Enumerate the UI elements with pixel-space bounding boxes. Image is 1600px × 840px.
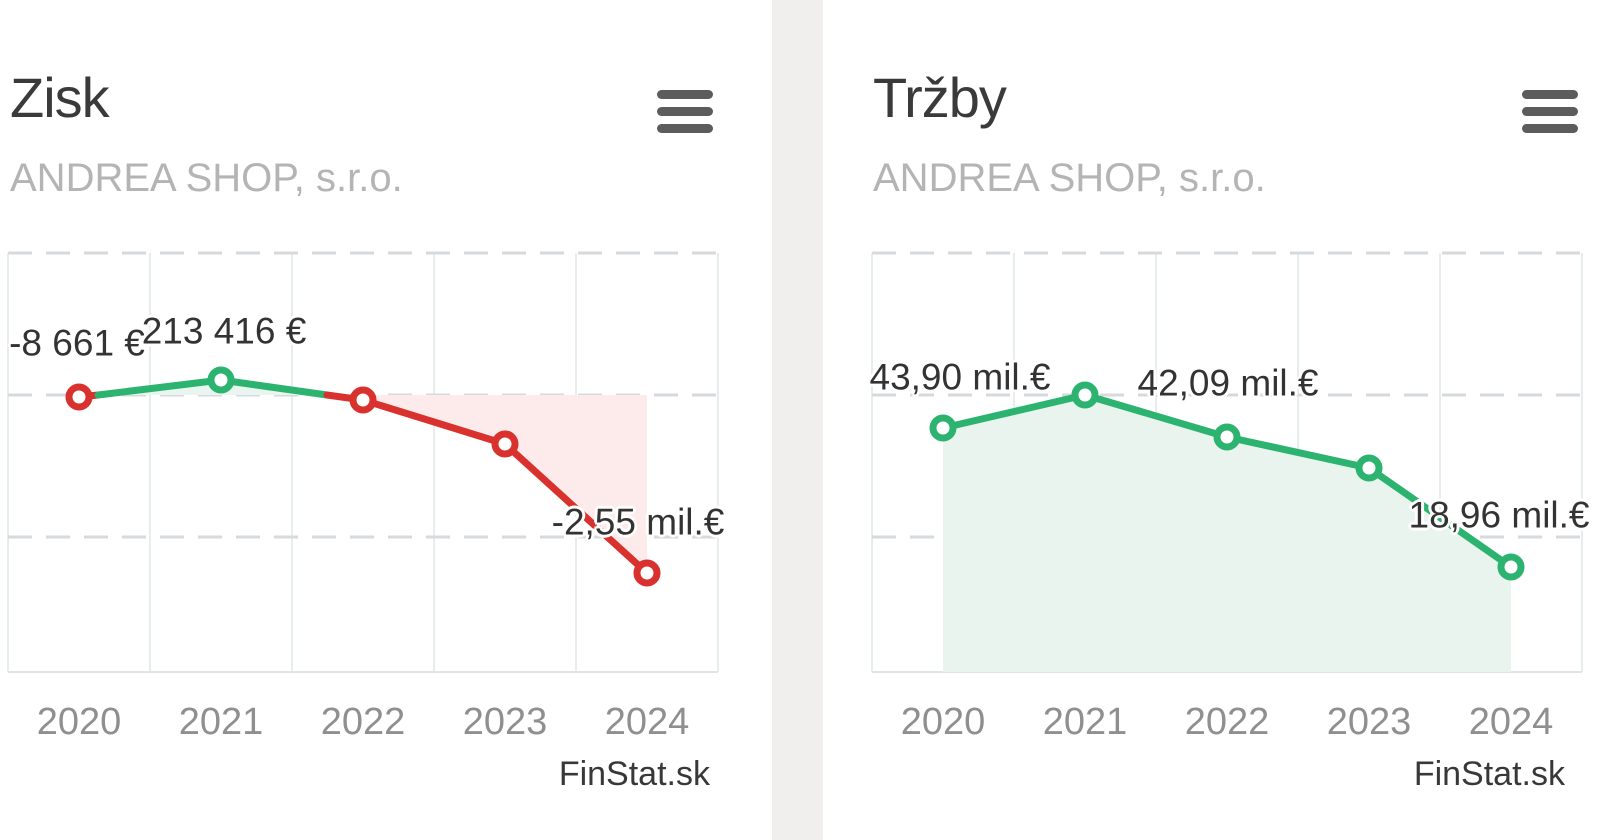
hamburger-bar [1522,90,1578,99]
hamburger-bar [1522,107,1578,116]
data-point-2023[interactable] [1355,454,1383,482]
x-axis-label-2023: 2023 [1326,701,1412,743]
trzby-plot-area [871,251,1583,673]
hamburger-menu-icon[interactable] [1522,90,1578,133]
hamburger-bar [657,107,713,116]
data-point-2023[interactable] [491,430,519,458]
chart-subtitle: ANDREA SHOP, s.r.o. [10,156,403,200]
data-point-2020[interactable] [929,414,957,442]
hamburger-bar [657,124,713,133]
data-point-2020[interactable] [65,383,93,411]
zisk-chart-panel: Zisk ANDREA SHOP, s.r.o. -8 661 € 213 41… [0,0,772,840]
chart-subtitle: ANDREA SHOP, s.r.o. [873,156,1266,200]
x-axis-label-2023: 2023 [462,701,548,743]
x-axis-label-2021: 2021 [1042,701,1128,743]
hamburger-bar [1522,124,1578,133]
finstat-watermark-link[interactable]: FinStat.sk [558,755,710,793]
x-axis-label-2024: 2024 [1468,701,1554,743]
hamburger-menu-icon[interactable] [657,90,713,133]
data-label-2020: -8 661 € [9,322,145,364]
data-point-2024[interactable] [633,559,661,587]
data-label-2022: 42,09 mil.€ [1137,362,1319,404]
x-axis-label-2020: 2020 [900,701,986,743]
data-point-2021[interactable] [207,366,235,394]
data-label-2024: 18,96 mil.€ [1408,494,1590,536]
data-point-2024[interactable] [1497,553,1525,581]
data-point-2022[interactable] [349,386,377,414]
x-axis-label-2022: 2022 [320,701,406,743]
chart-title: Tržby [873,66,1007,129]
x-axis-label-2020: 2020 [36,701,122,743]
x-axis-label-2021: 2021 [178,701,264,743]
zisk-plot-area [7,251,719,673]
positive-area-fill [943,395,1511,672]
hamburger-bar [657,90,713,99]
x-axis-label-2024: 2024 [604,701,690,743]
data-label-2020: 43,90 mil.€ [869,356,1051,398]
chart-title: Zisk [10,66,110,129]
data-point-2022[interactable] [1213,423,1241,451]
trzby-chart-panel: Tržby ANDREA SHOP, s.r.o. 43,90 mil.€ 42… [823,0,1600,840]
panel-divider [772,0,823,840]
negative-area-fill [327,395,647,573]
data-label-2024: -2,55 mil.€ [551,501,725,543]
data-label-2021: 213 416 € [141,310,307,352]
finstat-watermark-link[interactable]: FinStat.sk [1413,755,1565,793]
series-line-negative [323,391,651,577]
data-point-2021[interactable] [1071,381,1099,409]
x-axis-label-2022: 2022 [1184,701,1270,743]
